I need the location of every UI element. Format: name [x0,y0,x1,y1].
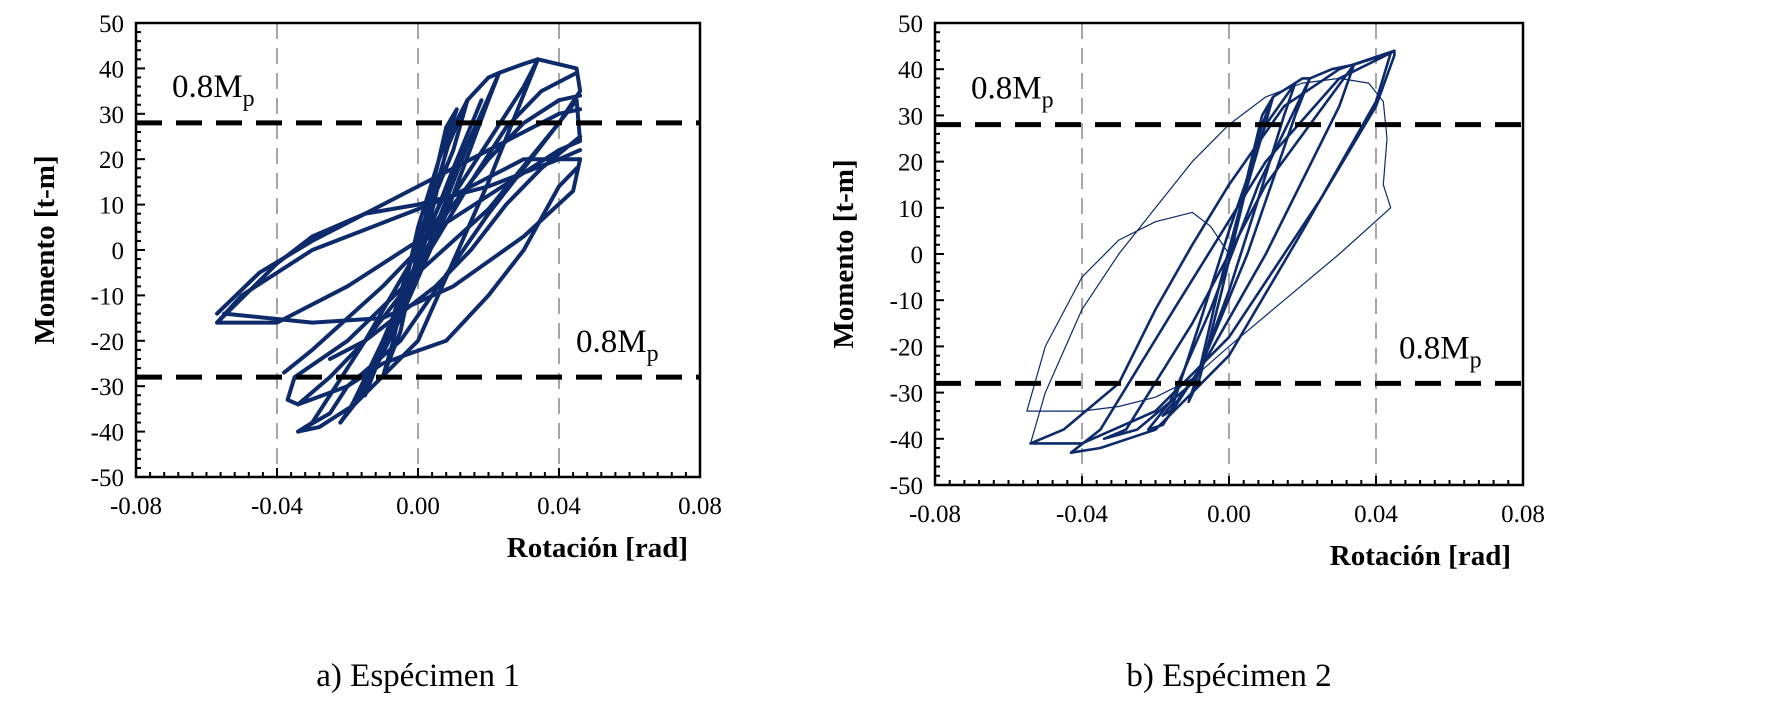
x-tick-label: -0.08 [909,501,961,528]
threshold-label-negative: 0.8Mp [1399,330,1482,373]
x-tick-label: 0.04 [537,493,581,520]
hysteresis-curve-9 [296,166,579,434]
chart-caption: b) Espécimen 2 [1126,658,1331,694]
hysteresis-curve-13 [296,70,579,407]
threshold-label-positive: 0.8Mp [172,69,255,112]
y-tick-label: 40 [898,57,923,84]
y-tick-label: 10 [99,193,124,220]
chart-especimen-2: 0.8Mp 0.8Mp -50 -40 -30 -20 -10 0 10 20 30 40 50 -0.0… [828,11,1545,694]
x-tick-label: 0.00 [1207,501,1251,528]
y-tick-label: -20 [91,329,124,356]
y-tick-label: -30 [91,374,124,401]
threshold-label-negative: 0.8Mp [576,324,659,367]
hysteresis-curve-4 [296,57,540,434]
y-tick-label: -10 [91,283,124,310]
y-axis-title: Momento [t-m] [29,155,61,344]
y-tick-label: 10 [898,196,923,223]
x-tick-label: 0.08 [1501,501,1545,528]
y-tick-label: -40 [91,420,124,447]
hysteresis-curve-7 [1026,77,1392,444]
x-tick-label: -0.04 [1056,501,1109,528]
y-tick-label: 20 [898,150,923,177]
x-tick-label: 0.00 [396,493,440,520]
y-axis-title: Momento [t-m] [828,159,860,348]
hysteresis-curve-7 [222,157,583,325]
x-axis-title: Rotación [rad] [507,532,688,564]
x-axis-title: Rotación [rad] [1330,540,1511,572]
x-tick-label: -0.08 [110,493,162,520]
y-tick-label: -50 [91,465,124,492]
y-tick-label: 0 [911,242,924,269]
hysteresis-curve-11 [215,107,583,316]
threshold-label-positive: 0.8Mp [971,71,1054,114]
hysteresis-curve-14 [338,80,498,425]
y-tick-label: -30 [890,381,923,408]
x-tick-label: 0.04 [1354,501,1398,528]
x-tick-label: -0.04 [251,493,304,520]
y-tick-label: 50 [898,11,923,38]
y-tick-label: 40 [99,56,124,83]
x-tick-label: 0.08 [678,493,722,520]
y-tick-label: 30 [898,103,923,130]
y-tick-label: 20 [99,147,124,174]
y-tick-label: 0 [112,238,125,265]
y-tick-label: -20 [890,334,923,361]
y-tick-label: -40 [890,427,923,454]
y-tick-label: 30 [99,102,124,129]
hysteresis-curve-15 [352,98,484,402]
y-tick-label: -50 [890,473,923,500]
hysteresis-curve-5 [1069,51,1392,454]
chart-caption: a) Espécimen 1 [316,658,519,694]
chart-especimen-1: 0.8Mp 0.8Mp -50 -40 -30 -20 -10 0 10 20 30 40 50 -0.0… [29,11,722,694]
y-tick-label: -10 [890,288,923,315]
y-tick-label: 50 [99,11,124,38]
